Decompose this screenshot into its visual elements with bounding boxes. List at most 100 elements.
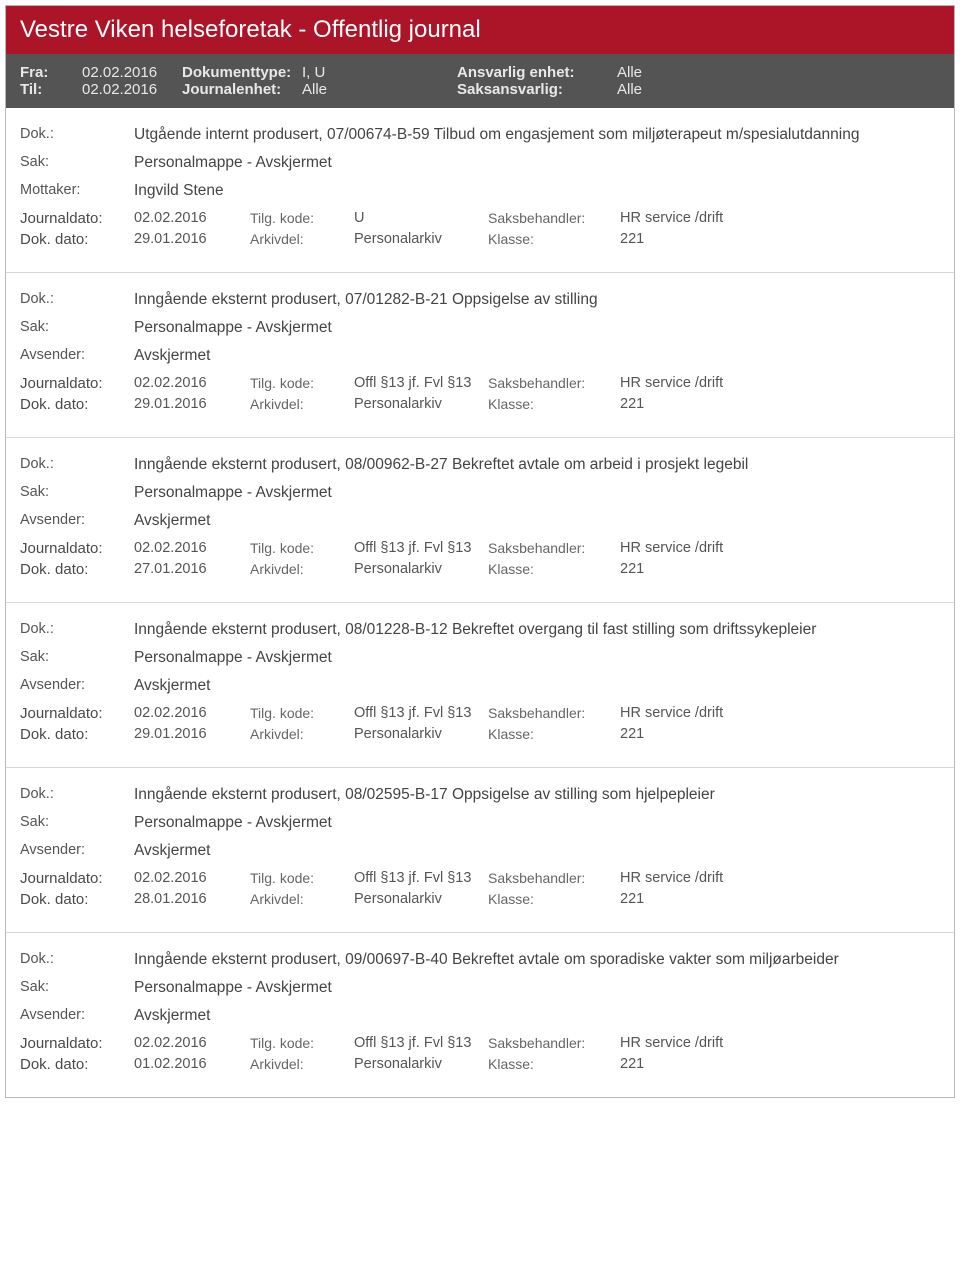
journaldato-value: 02.02.2016 [134,210,250,227]
sak-value: Personalmappe - Avskjermet [134,814,940,832]
klasse-value: 221 [620,1056,644,1073]
sak-label: Sak: [20,484,134,502]
sak-value: Personalmappe - Avskjermet [134,979,940,997]
sak-row: Sak:Personalmappe - Avskjermet [20,814,940,832]
header-row-2: Til: 02.02.2016 Journalenhet: Alle Saksa… [20,81,940,98]
journaldato-label: Journaldato: [20,375,134,392]
sak-value: Personalmappe - Avskjermet [134,319,940,337]
dok-label: Dok.: [20,951,134,969]
meta-row-1: Journaldato:02.02.2016Tilg. kode:Offl §1… [20,1035,940,1052]
arkivdel-value: Personalarkiv [354,891,488,908]
tilgkode-value: Offl §13 jf. Fvl §13 [354,705,488,722]
party-row: Avsender:Avskjermet [20,842,940,860]
journal-entry: Dok.:Inngående eksternt produsert, 08/00… [6,438,954,603]
dokdato-value: 29.01.2016 [134,231,250,248]
dok-label: Dok.: [20,621,134,639]
sak-label: Sak: [20,979,134,997]
dok-row: Dok.:Utgående internt produsert, 07/0067… [20,126,940,144]
dokumenttype-value: I, U [302,64,457,81]
klasse-value: 221 [620,726,644,743]
klasse-value: 221 [620,891,644,908]
til-label: Til: [20,81,82,98]
dok-value: Inngående eksternt produsert, 08/02595-B… [134,786,940,804]
saksbehandler-label: Saksbehandler: [488,1035,620,1052]
saksbehandler-value: HR service /drift [620,375,723,392]
dokdato-label: Dok. dato: [20,726,134,743]
sak-value: Personalmappe - Avskjermet [134,649,940,667]
dok-value: Inngående eksternt produsert, 08/00962-B… [134,456,940,474]
journaldato-label: Journaldato: [20,705,134,722]
sak-row: Sak:Personalmappe - Avskjermet [20,319,940,337]
saksbehandler-label: Saksbehandler: [488,705,620,722]
journaldato-label: Journaldato: [20,210,134,227]
party-label: Avsender: [20,677,134,695]
party-value: Ingvild Stene [134,182,940,200]
arkivdel-value: Personalarkiv [354,561,488,578]
sak-label: Sak: [20,319,134,337]
klasse-label: Klasse: [488,726,620,743]
meta-row-2: Dok. dato:29.01.2016Arkivdel:Personalark… [20,231,940,248]
saksansvarlig-value: Alle [617,81,642,98]
dokdato-value: 28.01.2016 [134,891,250,908]
tilgkode-value: Offl §13 jf. Fvl §13 [354,375,488,392]
dokdato-value: 29.01.2016 [134,726,250,743]
klasse-label: Klasse: [488,891,620,908]
party-value: Avskjermet [134,512,940,530]
klasse-label: Klasse: [488,231,620,248]
til-value: 02.02.2016 [82,81,182,98]
tilgkode-value: Offl §13 jf. Fvl §13 [354,540,488,557]
dok-row: Dok.:Inngående eksternt produsert, 08/01… [20,621,940,639]
journal-entry: Dok.:Inngående eksternt produsert, 08/01… [6,603,954,768]
sak-label: Sak: [20,814,134,832]
party-label: Mottaker: [20,182,134,200]
arkivdel-value: Personalarkiv [354,1056,488,1073]
tilgkode-value: Offl §13 jf. Fvl §13 [354,1035,488,1052]
meta-row-2: Dok. dato:29.01.2016Arkivdel:Personalark… [20,726,940,743]
meta-row-1: Journaldato:02.02.2016Tilg. kode:Offl §1… [20,540,940,557]
dokdato-value: 27.01.2016 [134,561,250,578]
journaldato-value: 02.02.2016 [134,1035,250,1052]
sak-label: Sak: [20,649,134,667]
meta-row-2: Dok. dato:01.02.2016Arkivdel:Personalark… [20,1056,940,1073]
arkivdel-label: Arkivdel: [250,891,354,908]
journaldato-value: 02.02.2016 [134,375,250,392]
tilgkode-label: Tilg. kode: [250,1035,354,1052]
arkivdel-label: Arkivdel: [250,726,354,743]
ansvarlig-enhet-value: Alle [617,64,642,81]
tilgkode-label: Tilg. kode: [250,375,354,392]
dokdato-label: Dok. dato: [20,231,134,248]
party-row: Avsender:Avskjermet [20,512,940,530]
saksansvarlig-label: Saksansvarlig: [457,81,617,98]
dok-label: Dok.: [20,291,134,309]
dok-row: Dok.:Inngående eksternt produsert, 08/00… [20,456,940,474]
arkivdel-label: Arkivdel: [250,561,354,578]
party-row: Avsender:Avskjermet [20,677,940,695]
dokdato-label: Dok. dato: [20,1056,134,1073]
journalenhet-value: Alle [302,81,457,98]
journalenhet-label: Journalenhet: [182,81,302,98]
page-border: Vestre Viken helseforetak - Offentlig jo… [5,5,955,1098]
klasse-label: Klasse: [488,561,620,578]
dok-row: Dok.:Inngående eksternt produsert, 07/01… [20,291,940,309]
saksbehandler-label: Saksbehandler: [488,210,620,227]
party-value: Avskjermet [134,347,940,365]
sak-row: Sak:Personalmappe - Avskjermet [20,154,940,172]
dokumenttype-label: Dokumenttype: [182,64,302,81]
dok-value: Inngående eksternt produsert, 07/01282-B… [134,291,940,309]
journaldato-label: Journaldato: [20,540,134,557]
sak-value: Personalmappe - Avskjermet [134,484,940,502]
dokdato-label: Dok. dato: [20,561,134,578]
fra-label: Fra: [20,64,82,81]
party-value: Avskjermet [134,1007,940,1025]
party-value: Avskjermet [134,677,940,695]
klasse-value: 221 [620,396,644,413]
tilgkode-label: Tilg. kode: [250,540,354,557]
journaldato-value: 02.02.2016 [134,705,250,722]
dokdato-value: 29.01.2016 [134,396,250,413]
saksbehandler-label: Saksbehandler: [488,375,620,392]
journal-entry: Dok.:Inngående eksternt produsert, 08/02… [6,768,954,933]
meta-row-1: Journaldato:02.02.2016Tilg. kode:Offl §1… [20,375,940,392]
dokdato-label: Dok. dato: [20,891,134,908]
saksbehandler-label: Saksbehandler: [488,540,620,557]
sak-label: Sak: [20,154,134,172]
